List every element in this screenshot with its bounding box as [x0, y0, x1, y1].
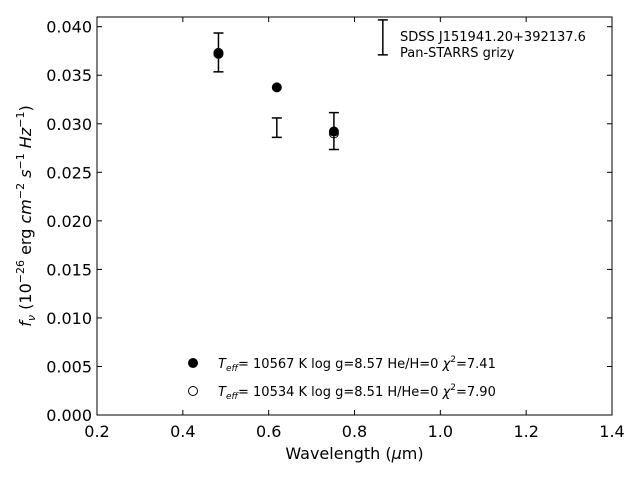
data-marks [213, 32, 339, 151]
y-tick-label: 0.040 [46, 18, 92, 37]
y-tick-label: 0.005 [46, 357, 92, 376]
model-point-open [328, 128, 339, 139]
legend-marker-filled [188, 358, 198, 368]
y-tick-label: 0.015 [46, 260, 92, 279]
x-tick-label: 0.6 [256, 422, 281, 441]
x-tick-label: 1.2 [513, 422, 538, 441]
x-tick-label: 1.0 [428, 422, 453, 441]
annotation: SDSS J151941.20+392137.6 Pan-STARRS griz… [377, 19, 586, 61]
legend: Teff= 10567 K log g=8.57 He/H=0 χ2=7.41 … [188, 355, 496, 402]
model-point-filled [271, 82, 282, 93]
axis-ticks: 0.2 0.4 0.6 0.8 1.0 1.2 1.4 0.000 0.005 0.010 0.01… [46, 17, 625, 441]
annotation-survey-name: Pan-STARRS grizy [400, 46, 515, 61]
x-tick-label: 1.4 [599, 422, 624, 441]
legend-entry-open: Teff= 10534 K log g=8.51 H/He=0 χ2=7.90 [218, 383, 496, 402]
y-tick-label: 0.020 [46, 212, 92, 231]
y-tick-label: 0.025 [46, 163, 92, 182]
x-axis-title: Wavelength (μm) [285, 444, 423, 463]
y-tick-label: 0.030 [46, 115, 92, 134]
x-tick-label: 0.8 [342, 422, 367, 441]
model-point-open [213, 47, 224, 58]
legend-entry-filled: Teff= 10567 K log g=8.57 He/H=0 χ2=7.41 [218, 355, 496, 374]
x-tick-label: 0.4 [170, 422, 195, 441]
y-axis-title: fν (10−26 erg cm−2 s−1 Hz−1) [14, 105, 38, 326]
y-tick-label: 0.010 [46, 309, 92, 328]
legend-marker-open [188, 386, 198, 396]
annotation-object-name: SDSS J151941.20+392137.6 [400, 30, 586, 45]
y-tick-label: 0.035 [46, 66, 92, 85]
y-tick-label: 0.000 [46, 406, 92, 425]
model-point-filled [328, 126, 339, 137]
x-tick-label: 0.2 [84, 422, 109, 441]
plot-area [96, 16, 613, 416]
